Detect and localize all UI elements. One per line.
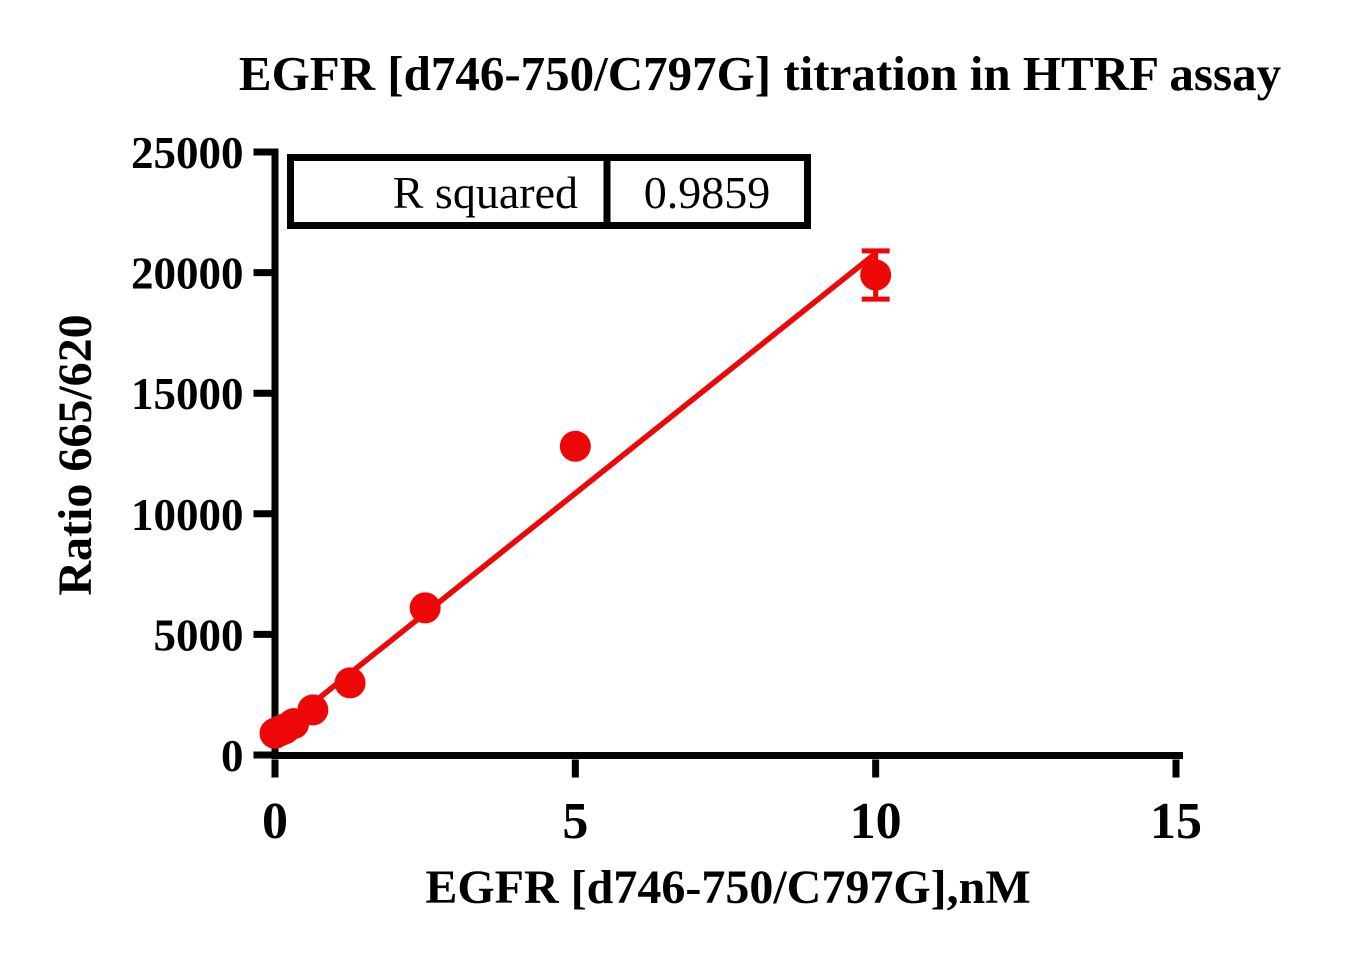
chart-title: EGFR [d746-750/C797G] titration in HTRF … (239, 46, 1282, 101)
axes: 0 5000 10000 15000 20000 25000 0 5 10 15 (131, 128, 1202, 850)
r-squared-table: R squared 0.9859 (287, 154, 811, 229)
x-axis-title: EGFR [d746-750/C797G],nM (425, 861, 1030, 914)
data-point (860, 259, 892, 291)
fit-line (273, 251, 878, 736)
x-tick-label: 15 (1150, 793, 1202, 850)
data-point (334, 667, 366, 699)
data-point (297, 694, 329, 726)
r-squared-table-border (287, 154, 811, 229)
x-tick-label: 10 (850, 793, 902, 850)
y-tick-label: 10000 (131, 490, 244, 540)
y-tick-label: 25000 (131, 128, 244, 178)
r-squared-value: 0.9859 (644, 167, 771, 218)
y-tick-label: 15000 (131, 369, 244, 419)
x-tick-label: 5 (562, 793, 588, 850)
r-squared-label: R squared (393, 167, 578, 218)
y-tick-label: 5000 (154, 610, 244, 660)
plot-data (259, 248, 892, 749)
y-tick-label: 20000 (131, 249, 244, 299)
data-point (559, 430, 591, 462)
x-tick-label: 0 (262, 793, 288, 850)
y-tick-label: 0 (221, 731, 244, 781)
y-axis-title: Ratio 665/620 (49, 314, 102, 595)
data-point (409, 592, 441, 624)
